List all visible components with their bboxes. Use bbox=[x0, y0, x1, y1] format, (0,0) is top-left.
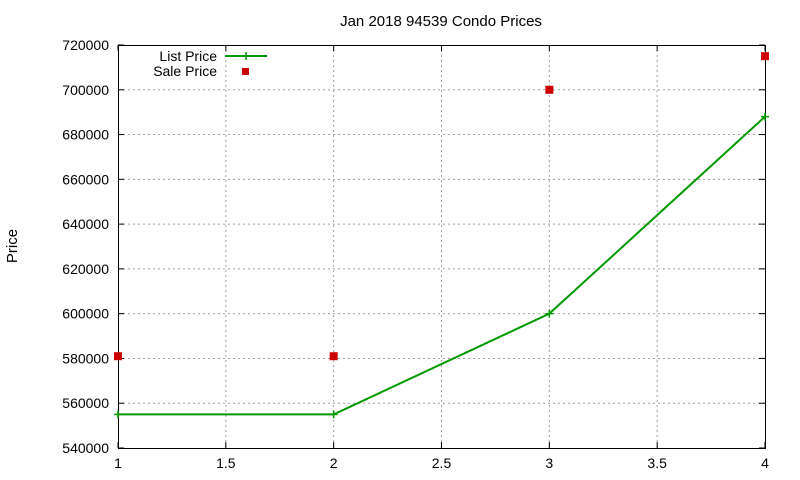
y-tick-label: 560000 bbox=[62, 395, 109, 411]
list-price-point bbox=[545, 309, 554, 318]
chart-title: Jan 2018 94539 Condo Prices bbox=[340, 13, 542, 30]
sale-price-point bbox=[761, 52, 769, 61]
y-tick-label: 700000 bbox=[62, 82, 109, 98]
series bbox=[114, 52, 769, 419]
y-tick-label: 720000 bbox=[62, 37, 109, 53]
y-tick-label: 540000 bbox=[62, 440, 109, 456]
x-tick-label: 4 bbox=[761, 455, 769, 471]
legend-marker-sale-price bbox=[242, 68, 249, 75]
x-tick-label: 3.5 bbox=[647, 455, 667, 471]
sale-price-point bbox=[329, 352, 338, 361]
list-price-point bbox=[329, 410, 338, 419]
sale-price-point bbox=[114, 352, 122, 361]
legend-label-sale-price: Sale Price bbox=[153, 63, 217, 79]
y-axis-label: Price bbox=[4, 229, 21, 263]
grid bbox=[118, 45, 765, 448]
list-price-line bbox=[118, 115, 766, 416]
list-price-point bbox=[114, 410, 122, 419]
x-tick-label: 2 bbox=[330, 455, 338, 471]
y-tick-label: 640000 bbox=[62, 216, 109, 232]
y-tick-label: 680000 bbox=[62, 127, 109, 143]
x-tick-label: 3 bbox=[545, 455, 553, 471]
list-price-point bbox=[761, 112, 769, 121]
sale-price-point bbox=[545, 85, 554, 94]
legend-label-list-price: List Price bbox=[159, 48, 217, 64]
plot-frame bbox=[118, 45, 766, 449]
x-tick-label: 1.5 bbox=[216, 455, 236, 471]
axis-ticks: 1 1.5 2 2.5 3 3.5 4 540000 560000 580000 600000 620… bbox=[62, 37, 769, 471]
y-tick-label: 660000 bbox=[62, 171, 109, 187]
legend: List Price Sale Price bbox=[153, 48, 267, 79]
y-tick-label: 580000 bbox=[62, 350, 109, 366]
x-tick-label: 1 bbox=[114, 455, 122, 471]
y-tick-label: 620000 bbox=[62, 261, 109, 277]
legend-marker-list-price bbox=[242, 52, 250, 60]
y-tick-label: 600000 bbox=[62, 306, 109, 322]
x-tick-label: 2.5 bbox=[432, 455, 452, 471]
